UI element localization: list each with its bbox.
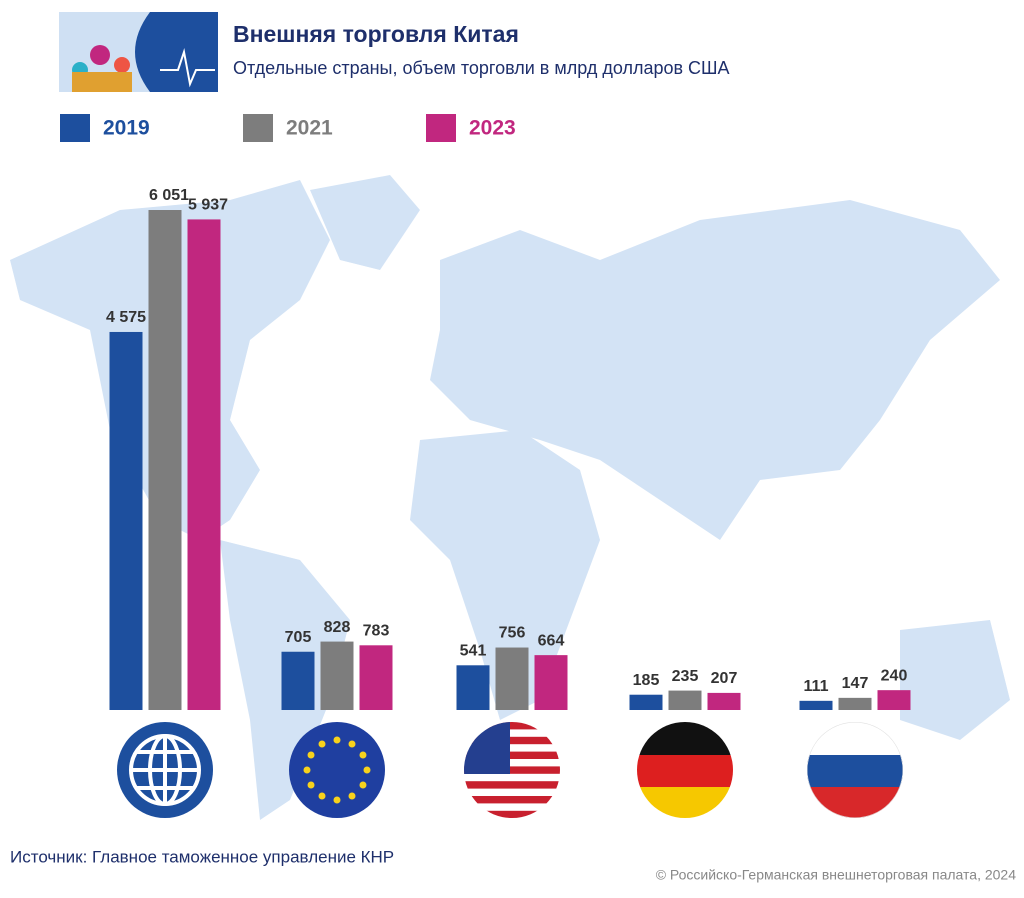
title: Внешняя торговля Китая [233,21,519,47]
bar [495,647,529,710]
bar [668,690,702,710]
star [333,796,341,804]
copyright: © Российско-Германская внешнеторговая па… [656,867,1017,883]
eu-flag [289,722,385,818]
stripe [464,736,560,745]
russia-flag [807,722,903,818]
legend-label: 2019 [103,117,150,140]
value-label: 6 051 [149,187,189,204]
bar [109,331,143,710]
stripe [464,751,560,759]
bar [359,645,393,710]
legend-label: 2023 [469,117,516,140]
legend-swatch [60,114,90,142]
value-label: 207 [711,670,738,687]
stripe [464,796,560,804]
star [348,792,356,800]
globe-icon [117,722,213,818]
source: Источник: Главное таможенное управление … [10,847,394,866]
us-flag [464,722,560,818]
legend-label: 2021 [286,117,333,140]
bar [534,655,568,710]
bar [707,692,741,710]
star [307,781,315,789]
star [359,751,367,759]
value-label: 664 [538,632,565,649]
value-label: 5 937 [188,197,228,214]
value-label: 185 [633,672,660,689]
value-label: 111 [804,678,829,695]
canton [464,722,510,774]
stripe [464,810,560,818]
bar [281,651,315,710]
stripe [464,781,560,789]
star [318,792,326,800]
stripe [464,766,560,774]
legend-swatch [426,114,456,142]
star [363,766,371,774]
value-label: 783 [363,623,390,640]
value-label: 235 [672,668,699,685]
star [359,781,367,789]
bar [629,694,663,710]
star [307,751,315,759]
value-label: 705 [285,629,312,646]
value-label: 541 [460,643,487,660]
value-label: 240 [881,667,908,684]
value-label: 828 [324,619,351,636]
bar [877,690,911,710]
bar [838,697,872,710]
star [348,740,356,748]
star [318,740,326,748]
bar [187,219,221,711]
value-label: 4 575 [106,309,146,326]
logo [59,12,218,92]
star [303,766,311,774]
subtitle: Отдельные страны, объем торговли в млрд … [233,58,730,78]
germany-flag [637,722,733,818]
bar [799,700,833,710]
bar [456,665,490,710]
bar [148,210,182,710]
stripe [464,722,560,730]
legend-swatch [243,114,273,142]
value-label: 147 [842,675,869,692]
bar [320,641,354,710]
star [333,736,341,744]
value-label: 756 [499,625,526,642]
